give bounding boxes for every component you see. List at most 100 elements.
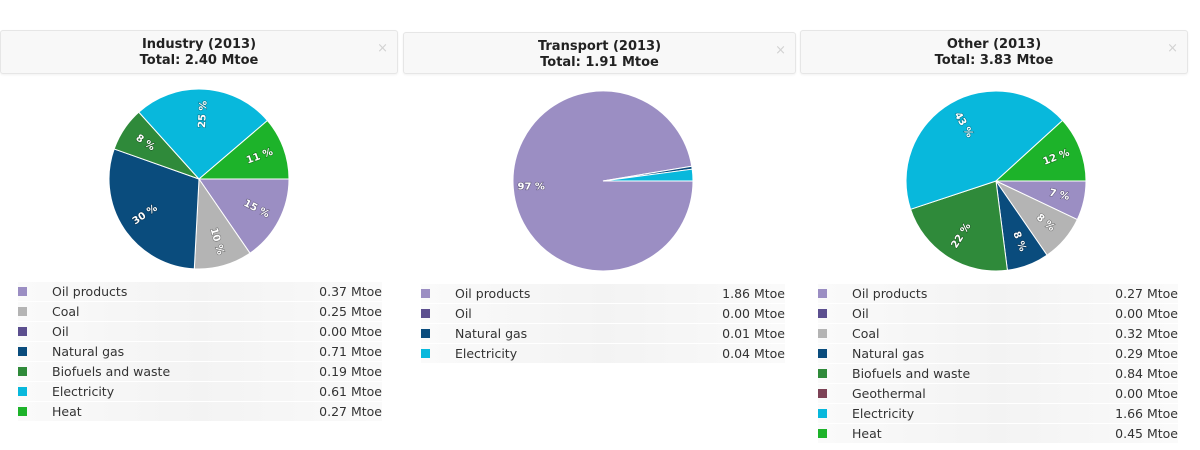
legend-item-biofuels-and-waste[interactable]: Biofuels and waste 0.84 Mtoe: [818, 364, 1178, 384]
legend-swatch: [421, 289, 430, 298]
transport-total: Total: 1.91 Mtoe: [540, 55, 659, 70]
industry-title: Industry (2013): [141, 37, 257, 52]
legend-value: 0.32 Mtoe: [1115, 326, 1178, 341]
legend-value: 0.29 Mtoe: [1115, 346, 1178, 361]
legend-swatch: [818, 409, 827, 418]
legend-item-coal[interactable]: Coal 0.25 Mtoe: [18, 302, 382, 322]
legend-label: Coal: [52, 304, 80, 319]
pie-label-electricity: 25 %: [197, 100, 210, 128]
legend-label: Oil products: [852, 286, 928, 301]
legend-item-oil[interactable]: Oil 0.00 Mtoe: [818, 304, 1178, 324]
legend-item-biofuels-and-waste[interactable]: Biofuels and waste 0.19 Mtoe: [18, 362, 382, 382]
legend-value: 1.86 Mtoe: [722, 286, 785, 301]
transport-header: Transport (2013) Total: 1.91 Mtoe ×: [403, 32, 796, 74]
legend-item-electricity[interactable]: Electricity 0.04 Mtoe: [421, 344, 785, 364]
legend-label: Electricity: [52, 384, 115, 399]
legend-item-electricity[interactable]: Electricity 0.61 Mtoe: [18, 382, 382, 402]
transport-legend: Oil products 1.86 Mtoe Oil 0.00 Mtoe Natural…: [421, 284, 785, 364]
legend-item-natural-gas[interactable]: Natural gas 0.01 Mtoe: [421, 324, 785, 344]
other-header: Other (2013) Total: 3.83 Mtoe ×: [800, 30, 1188, 74]
industry-legend: Oil products 0.37 Mtoe Coal 0.25 Mtoe Oil 0.0…: [18, 282, 382, 422]
legend-label: Heat: [52, 404, 82, 419]
legend-swatch: [18, 367, 27, 376]
legend-value: 0.37 Mtoe: [319, 284, 382, 299]
legend-label: Electricity: [455, 346, 518, 361]
legend-swatch: [18, 347, 27, 356]
legend-label: Oil products: [52, 284, 128, 299]
legend-swatch: [818, 389, 827, 398]
legend-value: 0.71 Mtoe: [319, 344, 382, 359]
pie-slice-heat[interactable]: [994, 119, 1087, 182]
legend-item-oil-products[interactable]: Oil products 0.37 Mtoe: [18, 282, 382, 302]
legend-swatch: [818, 429, 827, 438]
legend-swatch: [421, 349, 430, 358]
industry-panel: Industry (2013) Total: 2.40 Mtoe × 15 % 1…: [0, 0, 398, 450]
legend-label: Geothermal: [852, 386, 926, 401]
industry-total: Total: 2.40 Mtoe: [139, 53, 259, 68]
legend-swatch: [421, 329, 430, 338]
pie-slice-biofuels-and-waste[interactable]: [909, 180, 1008, 272]
pie-label-oil-products: 7 %: [1048, 188, 1070, 203]
close-icon[interactable]: ×: [377, 41, 388, 56]
legend-swatch: [818, 289, 827, 298]
legend-item-heat[interactable]: Heat 0.45 Mtoe: [818, 424, 1178, 444]
pie-label-oil-products: 97 %: [518, 181, 545, 192]
other-pie-chart: 7 %8 %8 %22 %43 %12 %: [905, 90, 1087, 272]
legend-item-natural-gas[interactable]: Natural gas 0.29 Mtoe: [818, 344, 1178, 364]
pie-slice-electricity[interactable]: [138, 88, 269, 180]
legend-item-oil[interactable]: Oil 0.00 Mtoe: [18, 322, 382, 342]
legend-value: 0.01 Mtoe: [722, 326, 785, 341]
legend-value: 1.66 Mtoe: [1115, 406, 1178, 421]
legend-label: Oil: [455, 306, 472, 321]
other-total: Total: 3.83 Mtoe: [934, 53, 1054, 68]
close-icon[interactable]: ×: [775, 43, 786, 58]
legend-label: Oil products: [455, 286, 531, 301]
legend-item-electricity[interactable]: Electricity 1.66 Mtoe: [818, 404, 1178, 424]
legend-label: Natural gas: [852, 346, 925, 361]
legend-swatch: [18, 307, 27, 316]
pie-slice-oil-products[interactable]: [198, 178, 290, 254]
legend-swatch: [18, 287, 27, 296]
legend-swatch: [818, 309, 827, 318]
legend-item-natural-gas[interactable]: Natural gas 0.71 Mtoe: [18, 342, 382, 362]
legend-swatch: [818, 329, 827, 338]
legend-value: 0.04 Mtoe: [722, 346, 785, 361]
legend-item-coal[interactable]: Coal 0.32 Mtoe: [818, 324, 1178, 344]
legend-value: 0.00 Mtoe: [1115, 386, 1178, 401]
legend-label: Biofuels and waste: [52, 364, 171, 379]
other-title: Other (2013): [946, 37, 1042, 52]
legend-value: 0.27 Mtoe: [1115, 286, 1178, 301]
legend-value: 0.00 Mtoe: [319, 324, 382, 339]
transport-pie-chart: 97 %: [512, 90, 694, 272]
legend-label: Natural gas: [455, 326, 528, 341]
legend-swatch: [421, 309, 430, 318]
legend-value: 0.00 Mtoe: [722, 306, 785, 321]
pie-slice-natural-gas[interactable]: [108, 148, 200, 270]
legend-item-oil-products[interactable]: Oil products 0.27 Mtoe: [818, 284, 1178, 304]
legend-label: Biofuels and waste: [852, 366, 971, 381]
legend-label: Oil: [52, 324, 69, 339]
transport-title: Transport (2013): [537, 39, 662, 54]
other-legend: Oil products 0.27 Mtoe Oil 0.00 Mtoe Coal 0.3…: [818, 284, 1178, 444]
legend-swatch: [18, 327, 27, 336]
legend-swatch: [18, 407, 27, 416]
legend-item-oil-products[interactable]: Oil products 1.86 Mtoe: [421, 284, 785, 304]
legend-item-heat[interactable]: Heat 0.27 Mtoe: [18, 402, 382, 422]
pie-slice-electricity[interactable]: [602, 168, 694, 182]
legend-item-oil[interactable]: Oil 0.00 Mtoe: [421, 304, 785, 324]
legend-value: 0.45 Mtoe: [1115, 426, 1178, 441]
legend-label: Heat: [852, 426, 882, 441]
legend-label: Coal: [852, 326, 880, 341]
legend-value: 0.00 Mtoe: [1115, 306, 1178, 321]
legend-value: 0.61 Mtoe: [319, 384, 382, 399]
industry-pie-chart: 15 %10 %30 %8 %25 %11 %: [108, 88, 290, 270]
legend-value: 0.84 Mtoe: [1115, 366, 1178, 381]
transport-panel: Transport (2013) Total: 1.91 Mtoe × 97 %…: [403, 0, 796, 450]
close-icon[interactable]: ×: [1167, 41, 1178, 56]
other-panel: Other (2013) Total: 3.83 Mtoe × 7 % 8 % 8 …: [800, 0, 1188, 450]
legend-item-geothermal[interactable]: Geothermal 0.00 Mtoe: [818, 384, 1178, 404]
pie-slice-electricity[interactable]: [905, 90, 1064, 210]
legend-swatch: [818, 349, 827, 358]
legend-swatch: [18, 387, 27, 396]
pie-slice-heat[interactable]: [197, 119, 290, 180]
